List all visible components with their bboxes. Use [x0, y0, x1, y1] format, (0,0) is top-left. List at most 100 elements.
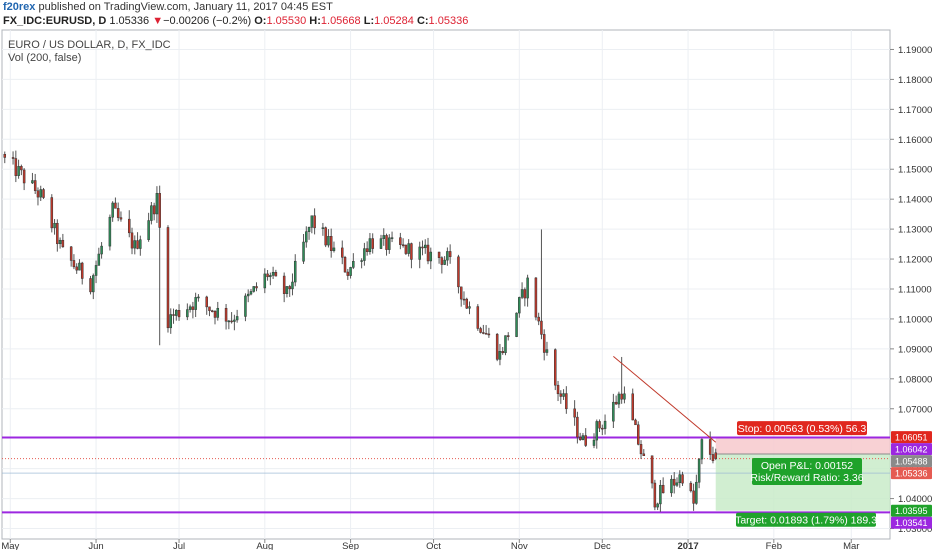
low-label: L: — [363, 15, 375, 27]
candle-body — [177, 310, 181, 318]
price-tags: 1.06051 1.06042 1.05488 1.05336 1.03595 1.035… — [891, 431, 932, 529]
candle-body — [708, 439, 712, 455]
candle-body — [404, 244, 408, 254]
candle-body — [246, 293, 250, 297]
price-axis[interactable]: 1.19000 1.18000 1.17000 1.16000 1.15000 1.140… — [890, 45, 932, 535]
target-label-text: Target: 0.01893 (1.79%) 189.3 — [735, 515, 877, 527]
candle-body — [656, 503, 659, 508]
publish-header: f20rex published on TradingView.com, Jan… — [0, 0, 932, 14]
candle-body — [158, 193, 161, 228]
open-label: O: — [254, 15, 267, 27]
close-label: C: — [416, 15, 429, 27]
candle-body — [169, 314, 172, 329]
candle-body — [537, 316, 540, 322]
candle-body — [58, 239, 62, 245]
candle-body — [78, 262, 81, 271]
candle-body — [133, 240, 137, 249]
candle-body — [69, 246, 73, 261]
candle-body — [119, 217, 123, 220]
candle-body — [565, 393, 568, 410]
candle-body — [424, 244, 427, 249]
candle-body — [584, 435, 587, 446]
price-tick-label: 1.10000 — [898, 314, 932, 325]
time-tick-label: Dec — [594, 541, 611, 550]
publish-text: published on TradingView.com, January 11… — [38, 1, 333, 13]
stop-label-box — [737, 421, 867, 436]
candle-body — [188, 306, 192, 310]
candle-body — [598, 421, 601, 429]
candle-body — [540, 320, 543, 335]
candle-body — [213, 310, 217, 318]
candle-body — [136, 240, 139, 249]
candle-body — [672, 478, 676, 486]
candle-body — [332, 247, 336, 251]
low-value: 1.05284 — [374, 15, 414, 27]
candle-body — [147, 220, 150, 240]
candle-body — [53, 222, 56, 229]
stop-label-text: Stop: 0.00563 (0.53%) 56.3 — [738, 423, 867, 435]
candle-body — [97, 253, 101, 266]
candle-body — [639, 444, 643, 455]
candle-body — [711, 454, 715, 462]
candle-body — [495, 333, 499, 360]
symbol-label[interactable]: FX_IDC:EURUSD, D — [3, 15, 107, 27]
candle-body — [573, 408, 576, 418]
candle-body — [152, 205, 156, 215]
candle-body — [437, 251, 441, 258]
author-name[interactable]: f20rex — [3, 1, 36, 13]
volume-legend[interactable]: Vol (200, false) — [8, 52, 81, 64]
candle-body — [487, 333, 491, 336]
price-tick-label: 1.19000 — [898, 45, 932, 56]
candle-body — [484, 333, 488, 335]
candle-body — [92, 275, 95, 293]
pnl-box — [752, 458, 862, 486]
candle-body — [139, 239, 142, 249]
candle-body — [440, 257, 444, 265]
candle-body — [695, 481, 698, 504]
time-tick-label: Aug — [256, 541, 273, 550]
candle-body — [343, 257, 347, 273]
candle-body — [446, 251, 449, 261]
high-label: H: — [309, 15, 321, 27]
price-tag-last-price-text: 1.05336 — [895, 469, 928, 479]
trend-line[interactable] — [613, 355, 717, 443]
target-label-box — [736, 512, 876, 527]
candle-body — [515, 312, 518, 337]
candle-body — [263, 273, 267, 289]
price-tick-label: 1.18000 — [898, 75, 932, 86]
candle-body — [443, 259, 446, 265]
candle-body — [578, 436, 582, 440]
time-tick-label: Feb — [766, 541, 782, 550]
time-axis[interactable]: May Jun Jul Aug Sep Oct Nov Dec 2017 Feb Mar — [1, 539, 859, 550]
candle-body — [429, 251, 433, 262]
candle-body — [100, 245, 103, 255]
candle-body — [329, 236, 333, 251]
candle-body — [341, 247, 344, 258]
time-tick-label: Nov — [511, 541, 528, 550]
candle-body — [285, 286, 289, 294]
candle-body — [504, 335, 507, 354]
series-legend[interactable]: EURO / US DOLLAR, D, FX_IDC — [8, 39, 171, 51]
candles — [3, 150, 717, 512]
price-tick-label: 1.13000 — [898, 225, 932, 236]
candle-body — [80, 262, 84, 279]
candle-body — [14, 158, 18, 176]
candle-body — [426, 244, 430, 262]
candle-body — [714, 452, 717, 459]
price-tick-label: 1.08000 — [898, 374, 932, 385]
time-tick-label: Mar — [843, 541, 859, 550]
candle-body — [542, 334, 546, 353]
candle-body — [498, 351, 502, 360]
candle-body — [659, 484, 662, 505]
price-tag-entry-level-text: 1.05488 — [895, 457, 928, 467]
candle-body — [468, 306, 471, 309]
horizontal-lines[interactable] — [2, 436, 890, 514]
candle-body — [581, 435, 585, 440]
candle-body — [191, 306, 195, 310]
candle-body — [681, 474, 684, 484]
price-tick-label: 1.07000 — [898, 404, 932, 415]
candle-body — [172, 314, 175, 316]
price-tick-label: 1.14000 — [898, 195, 932, 206]
candle-body — [216, 307, 220, 318]
